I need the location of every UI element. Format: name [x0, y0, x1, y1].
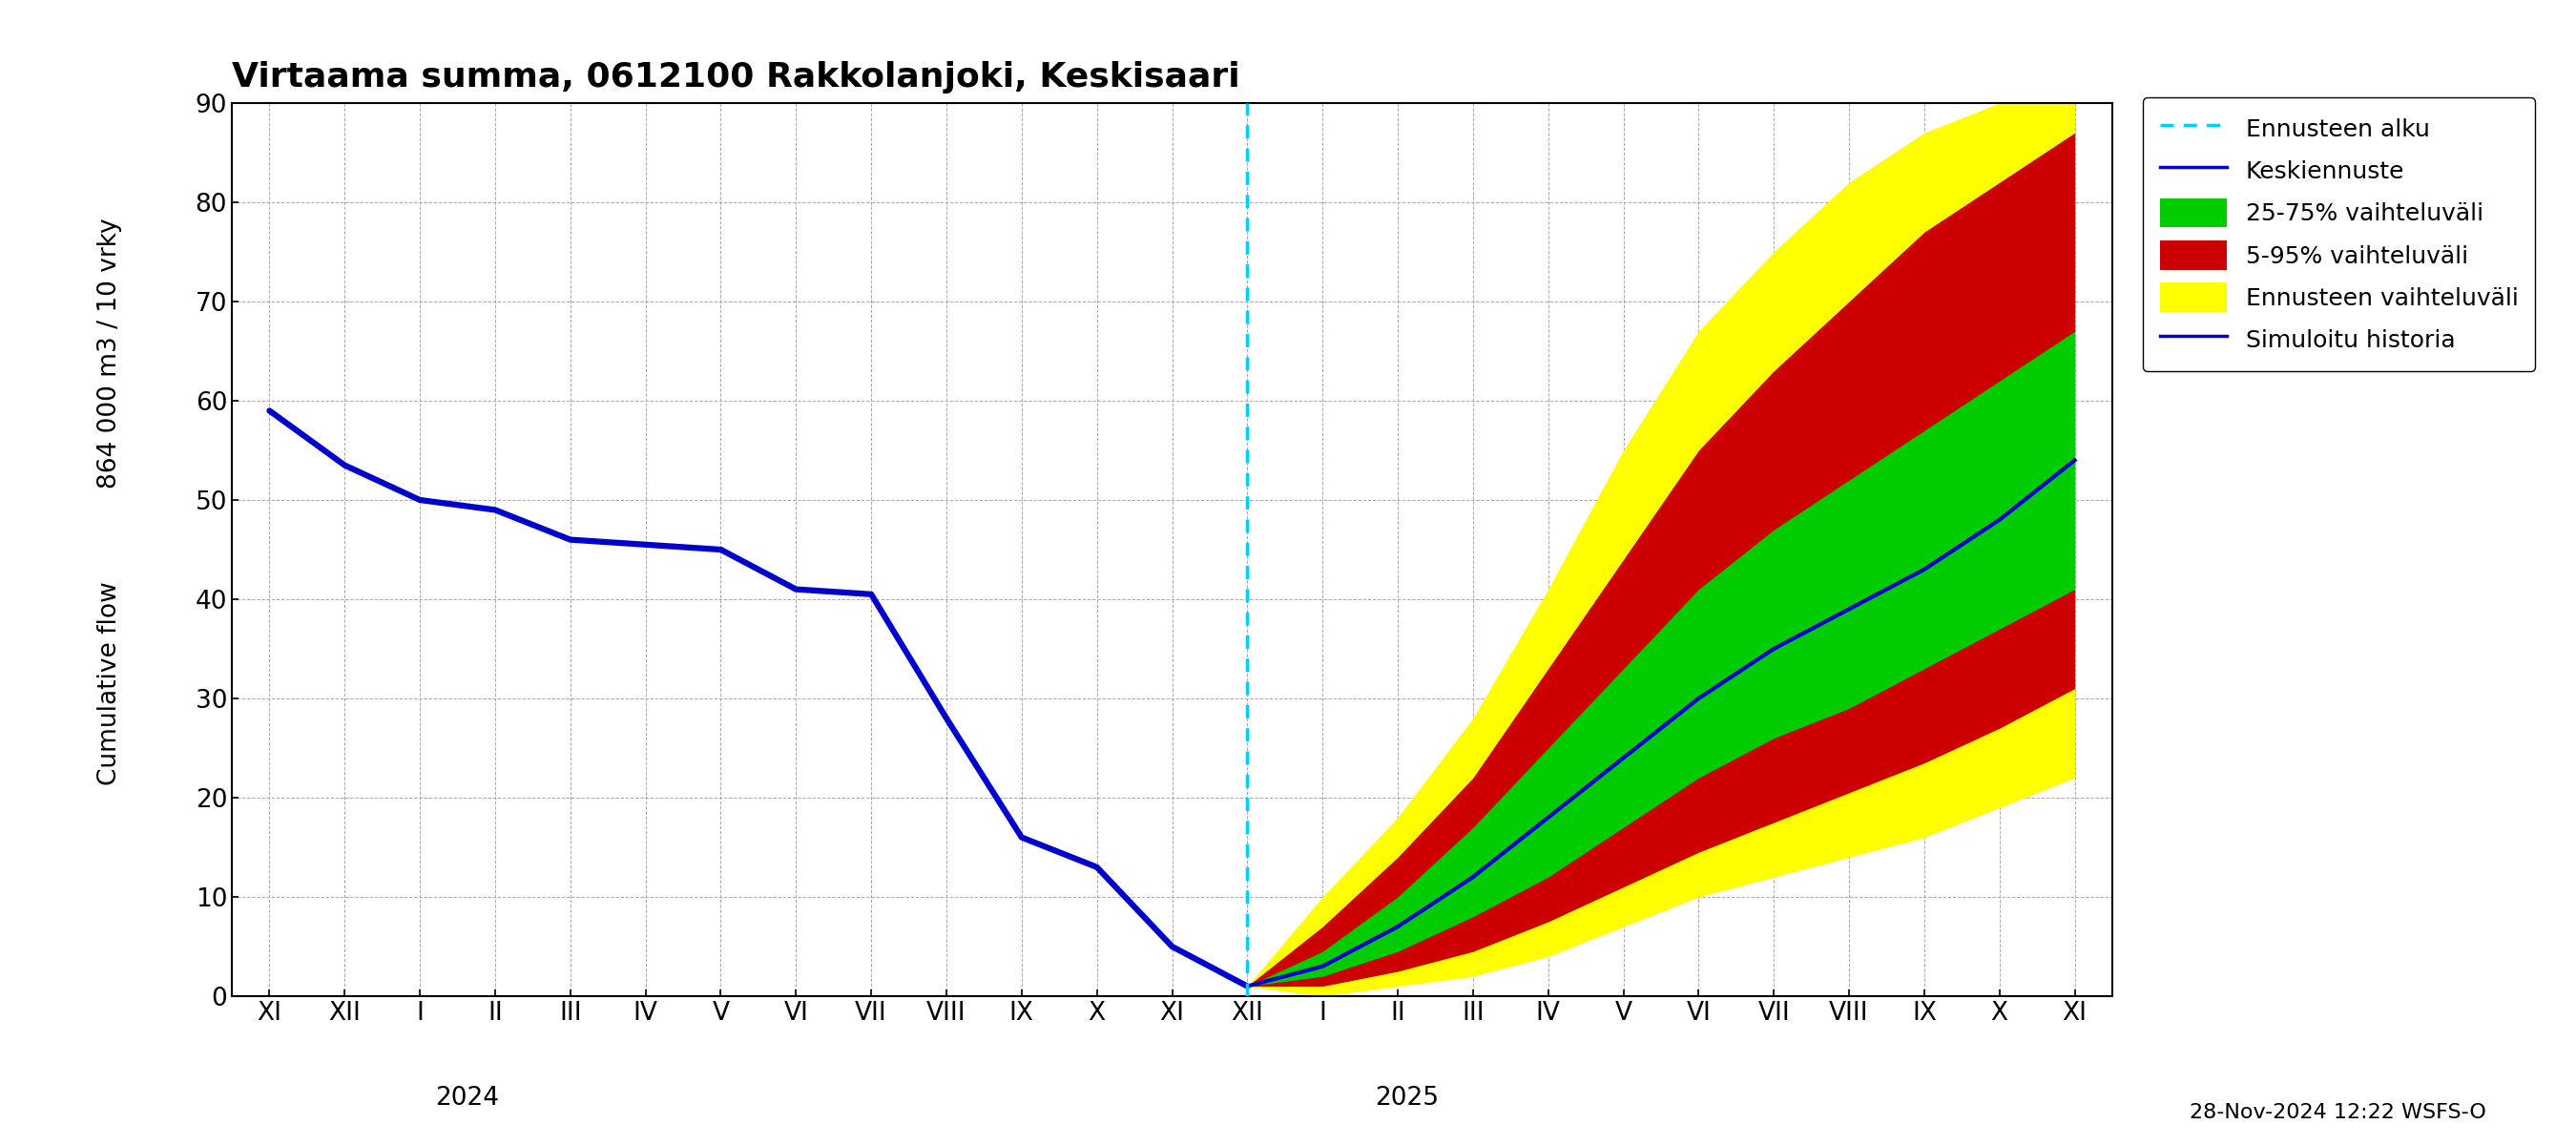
Text: 864 000 m3 / 10 vrky: 864 000 m3 / 10 vrky — [98, 218, 121, 489]
Text: 28-Nov-2024 12:22 WSFS-O: 28-Nov-2024 12:22 WSFS-O — [2190, 1103, 2486, 1122]
Legend: Ennusteen alku, Keskiennuste, 25-75% vaihteluväli, 5-95% vaihteluväli, Ennusteen: Ennusteen alku, Keskiennuste, 25-75% vai… — [2143, 97, 2535, 371]
Text: 2024: 2024 — [435, 1085, 500, 1111]
Text: 2025: 2025 — [1376, 1085, 1440, 1111]
Text: Virtaama summa, 0612100 Rakkolanjoki, Keskisaari: Virtaama summa, 0612100 Rakkolanjoki, Ke… — [232, 62, 1239, 94]
Text: Cumulative flow: Cumulative flow — [98, 582, 121, 785]
